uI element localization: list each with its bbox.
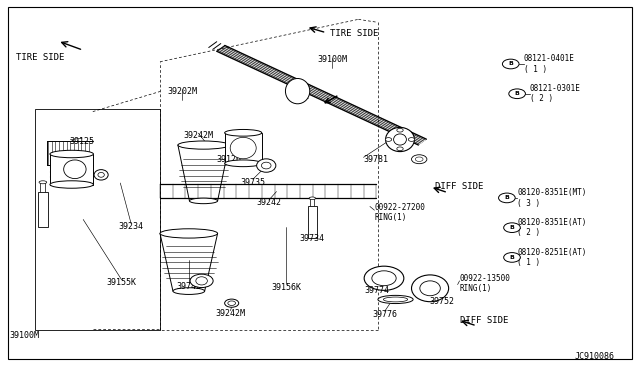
Circle shape (504, 253, 520, 262)
Circle shape (408, 138, 415, 141)
Text: 39242M: 39242M (216, 309, 245, 318)
Ellipse shape (225, 299, 239, 307)
Ellipse shape (309, 197, 316, 199)
Ellipse shape (94, 170, 108, 180)
Ellipse shape (196, 277, 207, 285)
Ellipse shape (39, 181, 47, 184)
Bar (308, 206, 317, 238)
Text: 39735: 39735 (240, 178, 266, 187)
Text: 08121-0401E
( 1 ): 08121-0401E ( 1 ) (524, 54, 574, 74)
Text: TIRE SIDE: TIRE SIDE (330, 29, 378, 38)
Ellipse shape (225, 160, 262, 167)
Ellipse shape (394, 134, 406, 145)
Text: 39734: 39734 (300, 234, 325, 243)
Circle shape (190, 274, 213, 288)
Ellipse shape (178, 141, 229, 149)
Circle shape (499, 193, 515, 203)
Ellipse shape (378, 295, 413, 304)
Text: B: B (504, 195, 509, 201)
Ellipse shape (412, 275, 449, 302)
Circle shape (412, 155, 427, 164)
Bar (35, 109, 160, 330)
Text: 39125: 39125 (69, 137, 95, 146)
Text: 08120-8251E(AT)
( 1 ): 08120-8251E(AT) ( 1 ) (517, 248, 586, 267)
Text: 08121-0301E
( 2 ): 08121-0301E ( 2 ) (530, 84, 580, 103)
Ellipse shape (50, 181, 93, 188)
Text: 08120-8351E(MT)
( 3 ): 08120-8351E(MT) ( 3 ) (517, 188, 586, 208)
Text: 08120-8351E(AT)
( 2 ): 08120-8351E(AT) ( 2 ) (517, 218, 586, 237)
Ellipse shape (230, 137, 256, 159)
Bar (50, 154, 93, 185)
Text: 00922-27200
RING(1): 00922-27200 RING(1) (374, 203, 425, 222)
Ellipse shape (385, 127, 415, 152)
Ellipse shape (285, 78, 310, 104)
Ellipse shape (257, 159, 276, 172)
Text: 39100M: 39100M (318, 55, 348, 64)
Ellipse shape (64, 160, 86, 179)
Text: JC910086: JC910086 (575, 352, 614, 361)
Text: 39100M: 39100M (10, 331, 39, 340)
Text: DIFF SIDE: DIFF SIDE (435, 182, 484, 191)
Ellipse shape (228, 301, 236, 305)
Text: 00922-13500
RING(1): 00922-13500 RING(1) (460, 274, 510, 293)
Text: B: B (509, 225, 515, 230)
Text: B: B (509, 255, 515, 260)
Text: 39234: 39234 (118, 222, 144, 231)
Ellipse shape (98, 172, 104, 177)
Ellipse shape (262, 162, 271, 169)
Circle shape (397, 128, 403, 132)
Text: 39752: 39752 (429, 297, 454, 306)
Circle shape (509, 89, 525, 99)
Text: 39155K: 39155K (107, 278, 136, 287)
Text: 39126: 39126 (216, 155, 242, 164)
Bar (310, 198, 314, 206)
Bar (225, 133, 262, 163)
Bar (40, 182, 45, 192)
Text: TIRE SIDE: TIRE SIDE (16, 53, 65, 62)
Text: 39742: 39742 (176, 282, 202, 291)
Circle shape (502, 59, 519, 69)
Circle shape (504, 223, 520, 232)
Ellipse shape (225, 129, 262, 136)
Ellipse shape (50, 150, 93, 158)
Ellipse shape (173, 288, 205, 295)
Text: 39242: 39242 (256, 198, 282, 207)
Text: 39776: 39776 (372, 310, 397, 319)
Text: 39781: 39781 (364, 155, 388, 164)
Ellipse shape (383, 297, 408, 302)
Text: 39156K: 39156K (271, 283, 301, 292)
Text: 39774: 39774 (364, 286, 390, 295)
Circle shape (415, 157, 423, 161)
Circle shape (397, 147, 403, 151)
Circle shape (385, 138, 392, 141)
Bar (38, 192, 48, 227)
Text: 39242M: 39242M (184, 131, 213, 140)
Ellipse shape (372, 271, 396, 286)
Text: 39202M: 39202M (168, 87, 197, 96)
Text: DIFF SIDE: DIFF SIDE (460, 316, 508, 325)
Ellipse shape (420, 281, 440, 296)
Ellipse shape (160, 229, 218, 238)
Ellipse shape (189, 198, 218, 203)
Text: B: B (508, 61, 513, 67)
Text: B: B (515, 91, 520, 96)
Ellipse shape (364, 266, 404, 290)
